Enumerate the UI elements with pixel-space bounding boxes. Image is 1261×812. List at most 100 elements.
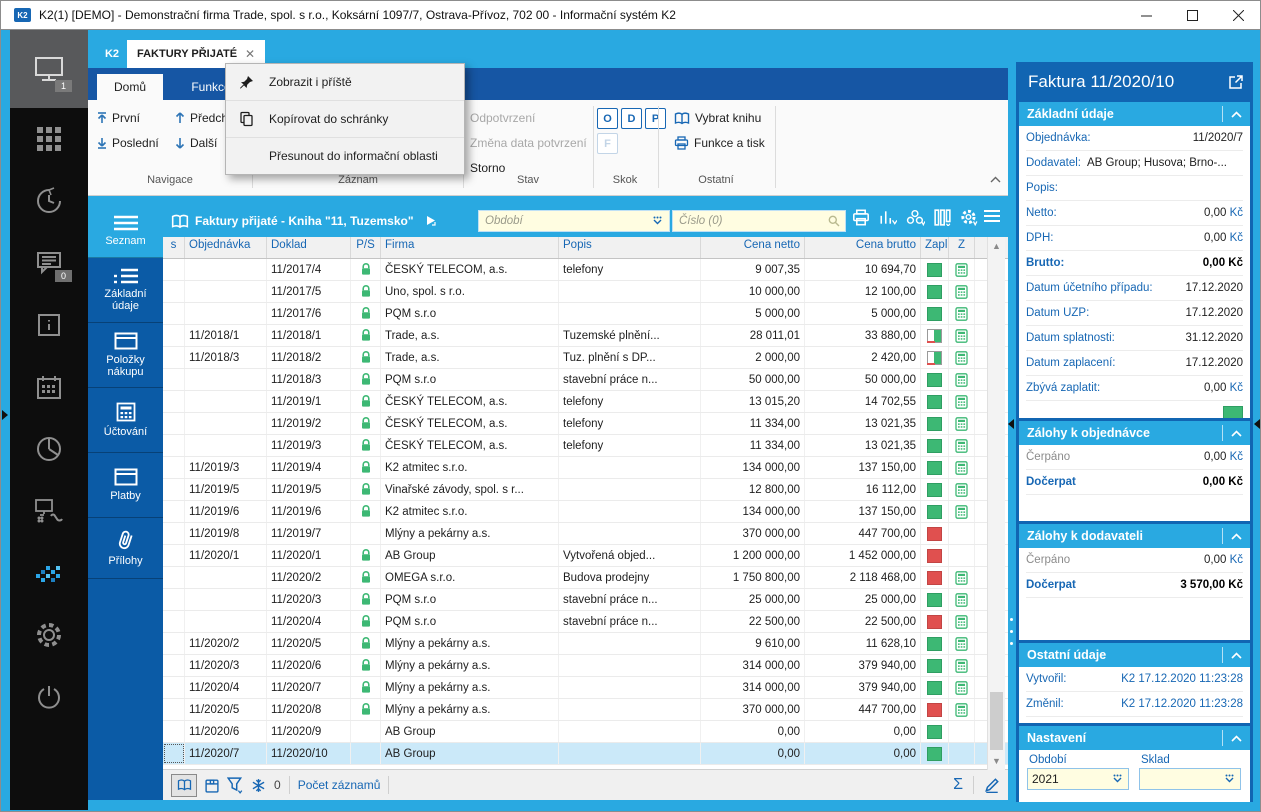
period-filter-combo[interactable]: Období bbox=[478, 210, 670, 232]
left-splitter-arrow[interactable] bbox=[2, 410, 8, 420]
table-row[interactable]: 11/2018/3 PQM s.r.o stavební práce n... 50 … bbox=[163, 369, 1008, 391]
table-row[interactable]: 11/2018/3 11/2018/2 Trade, a.s. Tuz. plnění… bbox=[163, 347, 1008, 369]
column-header[interactable]: Z bbox=[949, 237, 975, 258]
right-splitter-arrow[interactable] bbox=[1254, 419, 1260, 429]
nav-item-polozky-nakupu[interactable]: Položky nákupu bbox=[88, 323, 163, 388]
mid-splitter-arrow[interactable] bbox=[1008, 419, 1014, 429]
freeze-icon[interactable] bbox=[251, 778, 266, 793]
menu-item-move-to-info-area[interactable]: Přesunout do informační oblasti bbox=[226, 137, 464, 174]
scroll-down-icon[interactable]: ▼ bbox=[992, 756, 1001, 766]
scroll-up-icon[interactable]: ▲ bbox=[992, 241, 1001, 251]
ribbon-first-button[interactable]: První bbox=[97, 108, 140, 128]
edit-pencil-icon[interactable] bbox=[984, 777, 1000, 793]
column-header[interactable]: Objednávka bbox=[185, 237, 267, 258]
sidebar-item-info[interactable] bbox=[10, 294, 88, 356]
ribbon-next-button[interactable]: Další bbox=[175, 133, 217, 153]
settings-gear-icon[interactable] bbox=[960, 209, 978, 226]
collapse-icon[interactable] bbox=[1231, 532, 1242, 540]
maximize-button[interactable] bbox=[1169, 1, 1215, 29]
table-row[interactable]: 11/2017/4 ČESKÝ TELECOM, a.s. telefony 9 00… bbox=[163, 259, 1008, 281]
section-header[interactable]: Nastavení bbox=[1019, 726, 1250, 750]
period-select[interactable]: 2021 bbox=[1027, 768, 1129, 790]
column-header[interactable]: Cena netto bbox=[701, 237, 805, 258]
table-row[interactable]: 11/2020/4 PQM s.r.o stavební práce n... 22 … bbox=[163, 611, 1008, 633]
table-row[interactable]: 11/2020/7 11/2020/10 AB Group 0,00 0,00 bbox=[163, 743, 1008, 765]
table-row[interactable]: 11/2020/6 11/2020/9 AB Group 0,00 0,00 bbox=[163, 721, 1008, 743]
sidebar-item-apps[interactable] bbox=[10, 108, 88, 170]
tab-faktury-prijate[interactable]: FAKTURY PŘIJATÉ ✕ bbox=[127, 40, 266, 68]
column-header[interactable]: Firma bbox=[381, 237, 559, 258]
filter-icon[interactable] bbox=[227, 776, 243, 794]
chart-icon[interactable] bbox=[879, 209, 897, 226]
open-external-icon[interactable] bbox=[1228, 74, 1244, 90]
sidebar-item-history[interactable] bbox=[10, 170, 88, 232]
sidebar-item-power[interactable] bbox=[10, 666, 88, 728]
close-button[interactable] bbox=[1215, 1, 1261, 29]
expand-title-icon[interactable] bbox=[426, 215, 436, 227]
jump-p-button[interactable]: P bbox=[645, 108, 666, 129]
section-header[interactable]: Zálohy k objednávce bbox=[1019, 421, 1250, 445]
tab-k2[interactable]: K2 bbox=[97, 40, 127, 68]
jump-o-button[interactable]: O bbox=[597, 108, 618, 129]
sidebar-item-settings[interactable] bbox=[10, 604, 88, 666]
table-row[interactable]: 11/2020/2 11/2020/5 Mlýny a pekárny a.s. 9 … bbox=[163, 633, 1008, 655]
vertical-scrollbar[interactable]: ▲ ▼ bbox=[987, 237, 1005, 770]
table-row[interactable]: 11/2020/4 11/2020/7 Mlýny a pekárny a.s. 31… bbox=[163, 677, 1008, 699]
warehouse-select[interactable] bbox=[1139, 768, 1241, 790]
column-header[interactable]: P/S bbox=[351, 237, 381, 258]
collapse-icon[interactable] bbox=[1231, 110, 1242, 118]
collapse-icon[interactable] bbox=[1231, 429, 1242, 437]
sum-button[interactable]: Σ bbox=[953, 776, 963, 793]
columns-icon[interactable] bbox=[934, 209, 951, 226]
nav-item-uctovani[interactable]: Účtování bbox=[88, 388, 163, 453]
print-icon[interactable] bbox=[852, 209, 870, 226]
table-row[interactable]: 11/2019/3 ČESKÝ TELECOM, a.s. telefony 11 3… bbox=[163, 435, 1008, 457]
ribbon-last-button[interactable]: Poslední bbox=[97, 133, 159, 153]
container-icon[interactable] bbox=[205, 778, 219, 793]
table-row[interactable]: 11/2019/6 11/2019/6 K2 atmitec s.r.o. 134 0… bbox=[163, 501, 1008, 523]
scrollbar-thumb[interactable] bbox=[990, 692, 1003, 750]
select-book-button[interactable]: Vybrat knihu bbox=[674, 108, 761, 128]
table-row[interactable]: 11/2020/1 11/2020/1 AB Group Vytvořená obje… bbox=[163, 545, 1008, 567]
number-search-input[interactable]: Číslo (0) bbox=[672, 210, 846, 232]
sidebar-item-workspace[interactable]: 1 bbox=[10, 30, 88, 108]
collapse-icon[interactable] bbox=[1231, 734, 1242, 742]
table-row[interactable]: 11/2017/5 Uno, spol. s r.o. 10 000,00 12 10… bbox=[163, 281, 1008, 303]
nav-item-zakladni-udaje[interactable]: Základní údaje bbox=[88, 258, 163, 323]
table-row[interactable]: 11/2019/3 11/2019/4 K2 atmitec s.r.o. 134 0… bbox=[163, 457, 1008, 479]
table-row[interactable]: 11/2020/3 PQM s.r.o stavební práce n... 25 … bbox=[163, 589, 1008, 611]
collapse-icon[interactable] bbox=[1231, 651, 1242, 659]
grouping-icon[interactable] bbox=[906, 209, 925, 226]
column-header[interactable]: Cena brutto bbox=[805, 237, 921, 258]
section-header[interactable]: Zálohy k dodavateli bbox=[1019, 524, 1250, 548]
collapse-ribbon-icon[interactable] bbox=[990, 176, 1001, 183]
sidebar-item-calendar[interactable] bbox=[10, 356, 88, 418]
nav-item-platby[interactable]: Platby bbox=[88, 453, 163, 518]
book-view-button[interactable] bbox=[171, 773, 197, 797]
menu-item-show-next-time[interactable]: Zobrazit i příště bbox=[226, 64, 464, 100]
column-header[interactable]: Doklad bbox=[267, 237, 351, 258]
table-row[interactable]: 11/2018/1 11/2018/1 Trade, a.s. Tuzemské pl… bbox=[163, 325, 1008, 347]
splitter-handle[interactable] bbox=[1010, 618, 1013, 645]
minimize-button[interactable] bbox=[1123, 1, 1169, 29]
menu-item-copy-to-clipboard[interactable]: Kopírovat do schránky bbox=[226, 100, 464, 137]
nav-item-prilohy[interactable]: Přílohy bbox=[88, 518, 163, 579]
table-row[interactable]: 11/2019/2 ČESKÝ TELECOM, a.s. telefony 11 3… bbox=[163, 413, 1008, 435]
table-row[interactable]: 11/2020/2 OMEGA s.r.o. Budova prodejny 1 75… bbox=[163, 567, 1008, 589]
table-row[interactable]: 11/2019/5 11/2019/5 Vinařské závody, spol.… bbox=[163, 479, 1008, 501]
section-header[interactable]: Ostatní údaje bbox=[1019, 643, 1250, 667]
ribbon-tab-home[interactable]: Domů bbox=[97, 74, 163, 100]
column-header[interactable]: s bbox=[163, 237, 185, 258]
ribbon-tab-functions[interactable]: Funkce bbox=[191, 80, 231, 94]
column-header[interactable]: Popis bbox=[559, 237, 701, 258]
section-header[interactable]: Základní údaje bbox=[1019, 102, 1250, 126]
table-row[interactable]: 11/2019/8 11/2019/7 Mlýny a pekárny a.s. 37… bbox=[163, 523, 1008, 545]
table-menu-icon[interactable] bbox=[983, 209, 1001, 223]
table-row[interactable]: 11/2020/5 11/2020/8 Mlýny a pekárny a.s. 37… bbox=[163, 699, 1008, 721]
sidebar-item-messages[interactable]: 0 bbox=[10, 232, 88, 294]
sidebar-item-remote-support[interactable] bbox=[10, 480, 88, 542]
table-row[interactable]: 11/2020/3 11/2020/6 Mlýny a pekárny a.s. 31… bbox=[163, 655, 1008, 677]
tab-close-icon[interactable]: ✕ bbox=[245, 47, 256, 61]
nav-item-seznam[interactable]: Seznam bbox=[88, 205, 163, 258]
column-header[interactable]: Zapl. bbox=[921, 237, 949, 258]
